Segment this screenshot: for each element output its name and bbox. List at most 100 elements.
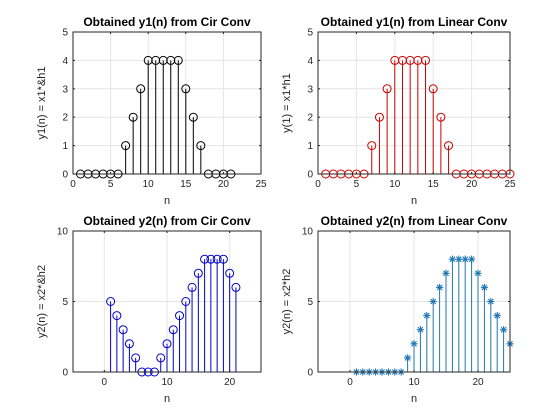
- plot-4-x-tick-label-1: 10: [408, 377, 420, 388]
- plot-2-y-tick-label-5: 5: [307, 28, 313, 39]
- plot-2-marker-15: [436, 112, 446, 122]
- plot-4-marker-17-d2: [462, 256, 469, 263]
- plot-3-marker-9: [162, 339, 172, 349]
- plot-2-x-tick-label-5: 25: [504, 179, 516, 190]
- plot-2-x-tick-label-4: 20: [466, 179, 478, 190]
- plot-4-marker-13-d2: [436, 284, 443, 291]
- plot-4-y-tick-label-0: 0: [307, 368, 313, 379]
- plot-4-marker-18: [468, 255, 476, 263]
- plot-1-marker-16: [196, 141, 206, 151]
- plot-3-marker-2: [118, 325, 128, 335]
- plot-2-marker-16: [444, 141, 454, 151]
- plot-1-y-tick-label-5: 5: [62, 28, 68, 39]
- plot-4-marker-10: [416, 326, 424, 334]
- plot-1-x-tick-label-1: 5: [108, 179, 114, 190]
- plot-2-plot-area: [318, 32, 510, 174]
- plot-4-marker-11: [423, 312, 431, 320]
- plot-2-marker-6: [367, 141, 377, 151]
- plot-3-marker-19: [225, 268, 235, 278]
- plot-3-marker-16: [206, 254, 216, 264]
- plot-4-marker-15-d2: [449, 256, 456, 263]
- plot-4-marker-9: [410, 340, 418, 348]
- plot-4-x-label: n: [411, 393, 417, 405]
- plot-4-marker-19: [474, 269, 482, 277]
- plot-4-marker-21-d2: [487, 298, 494, 305]
- plot-2-marker-8: [382, 84, 392, 94]
- plot-1-x-label: n: [164, 195, 170, 207]
- plot-3-marker-0: [106, 297, 116, 306]
- plot-2-y-tick-label-0: 0: [307, 170, 313, 181]
- plot-4: 0 10 20 0 5 10 Obtained y2(n) from Linear Conv…: [281, 214, 514, 405]
- plot-2-marker-13: [421, 55, 431, 65]
- plot-3-marker-11: [175, 311, 185, 321]
- plot-2-axes-box: [317, 31, 511, 175]
- plot-2-y-tick-label-1: 1: [307, 141, 313, 152]
- plot-2-y-tick-label-3: 3: [307, 84, 313, 95]
- plot-4-marker-23: [500, 326, 508, 334]
- plot-3-marker-18: [218, 254, 228, 264]
- plot-2-y-label: y(1) = x1*h1: [281, 73, 293, 133]
- plot-3-marker-20: [231, 282, 241, 292]
- plot-3-marker-4: [131, 353, 141, 363]
- plot-4-marker-20-d2: [481, 284, 488, 291]
- plot-1-marker-8: [136, 84, 146, 94]
- plot-4-marker-8: [404, 354, 412, 362]
- plot-4-marker-17: [461, 255, 469, 263]
- plot-2: 0 5 10 15 20 25 0 1 2 3 4 5 Obtained y1(n) from Line…: [281, 15, 516, 207]
- plot-4-x-tick-label-0: 0: [347, 377, 353, 388]
- plot-3-x-tick-label-2: 20: [224, 377, 236, 388]
- plot-3-y-tick-label-2: 10: [57, 227, 69, 238]
- plot-1-axes-box: [72, 31, 262, 175]
- plot-4-y-tick-label-2: 10: [302, 227, 314, 238]
- plot-4-marker-23-d2: [500, 326, 507, 333]
- plot-3-marker-14: [193, 268, 203, 278]
- plot-2-title: Obtained y1(n) from Linear Conv: [321, 15, 508, 29]
- plot-2-marker-7: [374, 112, 384, 122]
- plot-4-y-tick-label-1: 5: [307, 297, 313, 308]
- plot-4-marker-15: [448, 255, 456, 263]
- plot-4-marker-14-d2: [443, 270, 449, 277]
- plot-1: 0 5 10 15 20 25 0 1 2 3 4 5 Obtained y1(n) from Cir …: [36, 15, 267, 207]
- plot-1-x-tick-label-4: 20: [218, 179, 230, 190]
- plot-3-marker-1: [112, 311, 122, 321]
- plot-4-marker-22: [493, 312, 501, 320]
- plot-2-marker-14: [428, 84, 438, 94]
- plot-4-marker-21: [487, 297, 495, 306]
- plot-1-x-tick-label-5: 25: [255, 179, 267, 190]
- plot-2-x-tick-label-3: 15: [428, 179, 440, 190]
- plot-3: 0 10 20 0 5 10 Obtained y2(n) from Cir Conv n y2…: [36, 214, 262, 405]
- plot-4-marker-22-d2: [494, 312, 501, 319]
- plot-3-marker-8: [156, 353, 166, 363]
- plot-3-marker-17: [212, 254, 222, 264]
- plot-2-x-label: n: [411, 195, 417, 207]
- plot-1-plot-area: [73, 32, 261, 174]
- plot-4-title: Obtained y2(n) from Linear Conv: [321, 214, 508, 228]
- plot-2-y-tick-label-2: 2: [307, 113, 313, 124]
- plot-2-x-tick-label-2: 10: [389, 179, 401, 190]
- plot-4-marker-12: [429, 297, 437, 306]
- plot-1-y-tick-label-1: 1: [62, 141, 68, 152]
- plot-1-y-tick-label-0: 0: [62, 170, 68, 181]
- plot-1-y-tick-label-3: 3: [62, 84, 68, 95]
- plot-1-title: Obtained y1(n) from Cir Conv: [83, 15, 251, 29]
- plot-1-x-tick-label-0: 0: [70, 179, 76, 190]
- plot-1-marker-7: [128, 112, 138, 122]
- plot-3-x-label: n: [164, 393, 170, 405]
- plot-4-marker-18-d2: [468, 256, 475, 263]
- plot-4-marker-10-d2: [417, 326, 424, 333]
- plot-3-marker-13: [187, 282, 197, 292]
- plot-4-marker-11-d2: [423, 312, 430, 319]
- plot-4-marker-16: [455, 255, 463, 263]
- plot-3-y-label: y2(n) = x2*&h2: [36, 265, 48, 338]
- plot-3-y-tick-label-0: 0: [62, 368, 68, 379]
- plot-4-marker-19-d2: [475, 270, 481, 277]
- plot-1-x-tick-label-3: 15: [180, 179, 192, 190]
- plot-1-y-label: y1(n) = x1*&h1: [36, 66, 48, 139]
- plot-4-marker-9-d2: [411, 340, 417, 347]
- plot-4-marker-16-d2: [455, 256, 462, 263]
- plot-3-title: Obtained y2(n) from Cir Conv: [83, 214, 251, 228]
- plot-1-marker-6: [121, 141, 131, 151]
- plot-4-marker-12-d2: [430, 298, 437, 305]
